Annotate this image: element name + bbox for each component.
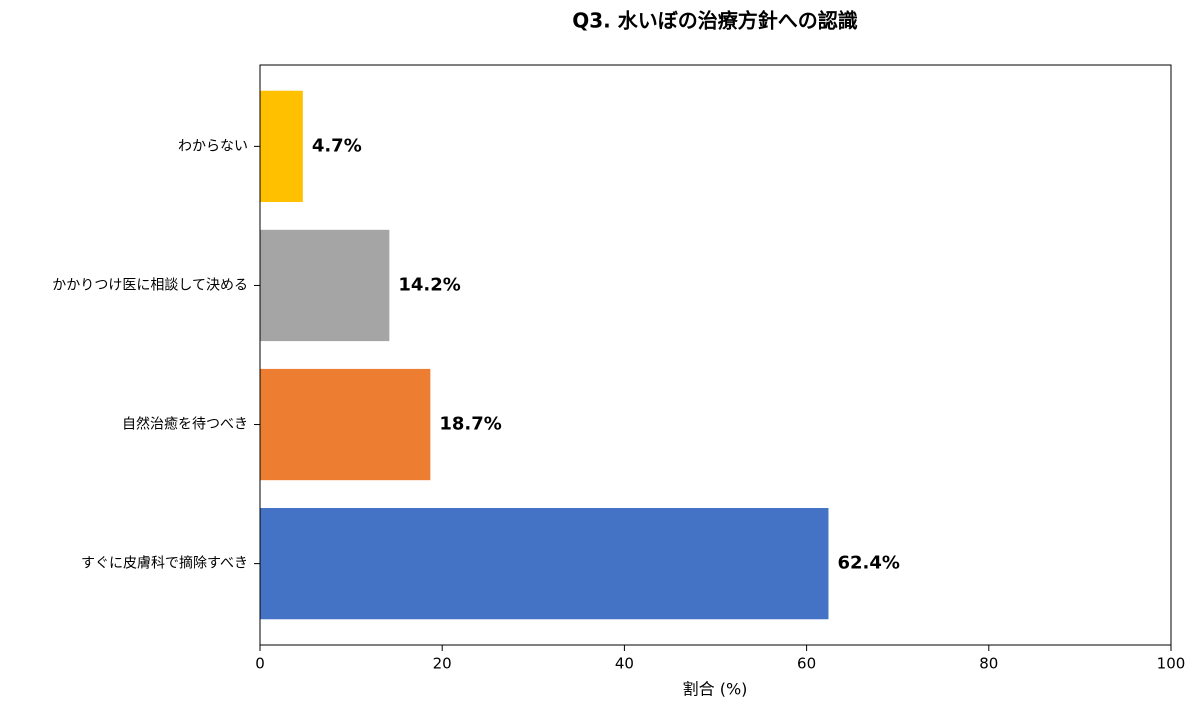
x-tick-label: 20: [433, 655, 452, 673]
plot-frame: [259, 64, 1172, 646]
y-tick-label: 自然治癒を待つべき: [122, 416, 248, 433]
value-label: 18.7%: [439, 414, 501, 435]
bar: [260, 507, 829, 620]
x-tick-label: 80: [979, 655, 998, 673]
bar: [260, 229, 390, 342]
value-label: 4.7%: [312, 135, 362, 156]
y-tick-label: わからない: [178, 138, 248, 154]
x-axis-label: 割合 (%): [683, 680, 748, 699]
bar: [260, 368, 431, 481]
value-label: 14.2%: [398, 274, 460, 295]
y-tick-label: かかりつけ医に相談して決める: [52, 277, 248, 293]
y-tick-label: すぐに皮膚科で摘除すべき: [81, 555, 248, 572]
x-tick-label: 60: [797, 655, 816, 673]
bar: [260, 90, 303, 203]
chart-title: Q3. 水いぼの治療方針への認識: [572, 9, 857, 33]
x-tick-label: 0: [255, 655, 265, 673]
x-tick-label: 100: [1157, 655, 1186, 673]
value-label: 62.4%: [837, 553, 899, 574]
x-tick-label: 40: [615, 655, 634, 673]
